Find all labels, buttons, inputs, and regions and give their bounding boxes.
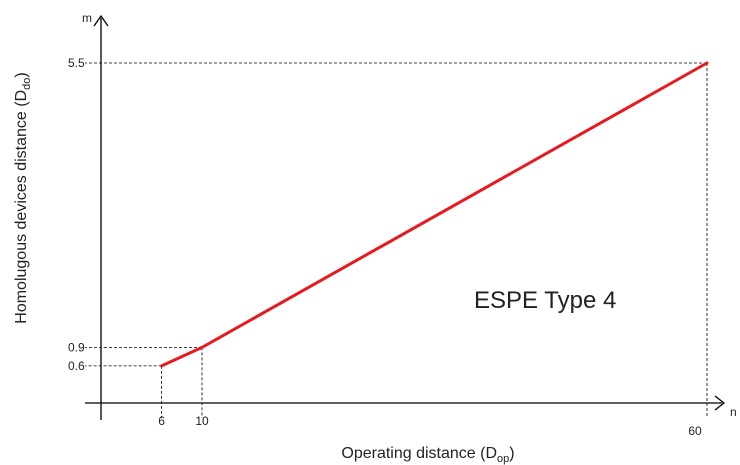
y-tick-label-0.9: 0.9: [68, 340, 85, 354]
x-tick-label-10: 10: [195, 414, 209, 428]
x-unit-label: n: [730, 405, 737, 419]
x-tick-label-60: 60: [688, 424, 702, 438]
series-layer: [162, 63, 708, 366]
y-unit-label: m: [82, 11, 92, 25]
annotation-espe-type-4: ESPE Type 4: [474, 287, 616, 314]
tick-labels: 6 10 60 0.6 0.9 5.5: [68, 56, 702, 438]
y-tick-label-0.6: 0.6: [68, 359, 85, 373]
y-axis-title: Homolugous devices distance (Ddo): [13, 72, 33, 323]
y-tick-label-5.5: 5.5: [68, 56, 85, 70]
x-axis-title-close: ): [509, 445, 514, 462]
x-axis-title-main: Operating distance (D: [341, 445, 497, 462]
x-axis-title: Operating distance (Dop): [341, 445, 514, 465]
x-tick-label-6: 6: [158, 414, 165, 428]
y-axis-title-main: Homolugous devices distance (D: [13, 90, 30, 324]
axes: [85, 16, 724, 420]
y-axis-title-sub: do: [21, 78, 33, 90]
series-line-0: [162, 63, 707, 366]
y-axis-title-close: ): [13, 72, 30, 77]
x-axis-title-sub: op: [497, 453, 509, 465]
